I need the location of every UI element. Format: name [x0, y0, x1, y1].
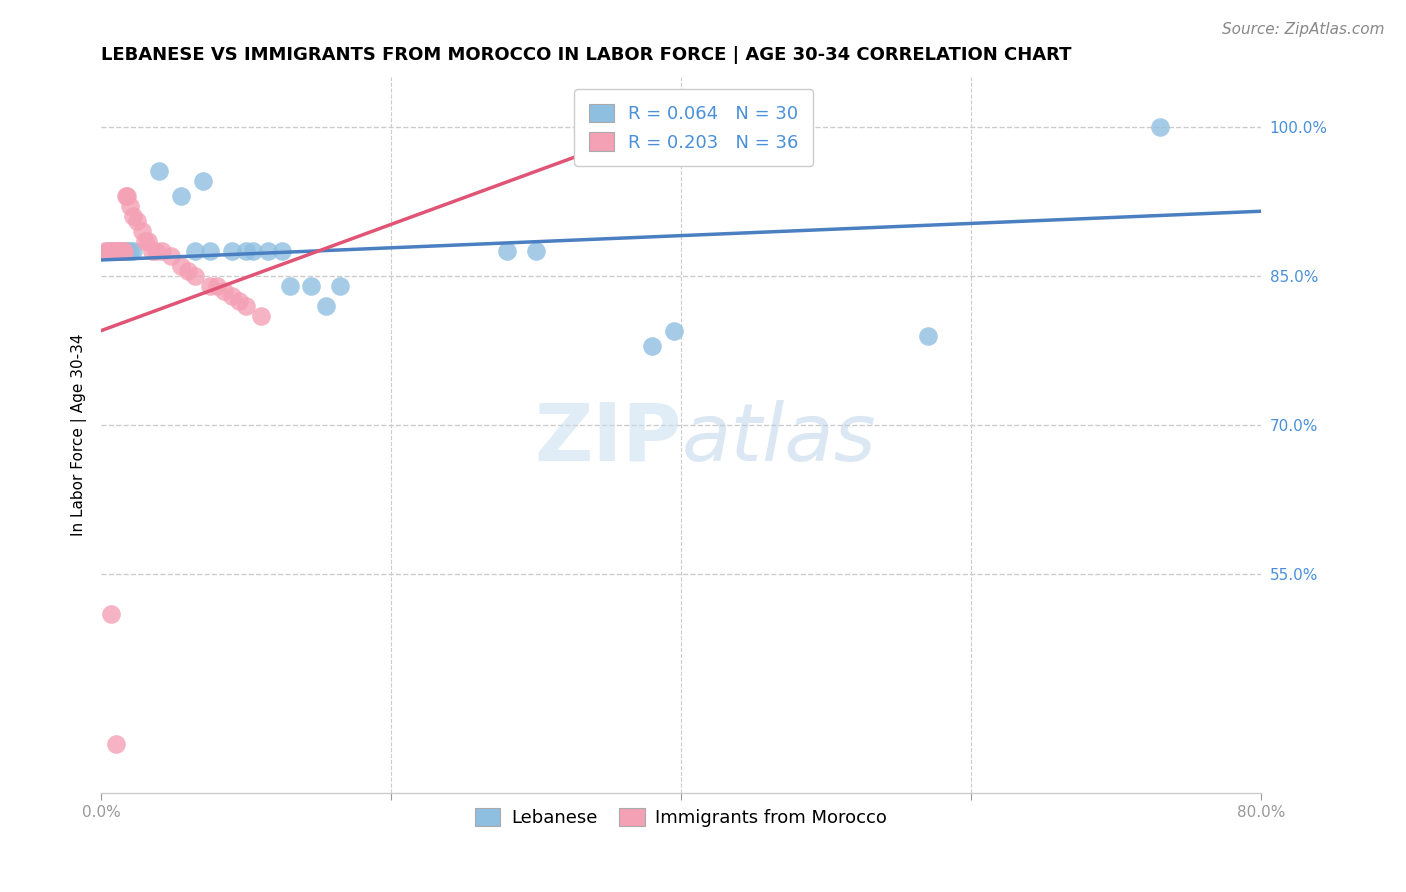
Point [249, 309, 271, 323]
Point [278, 278, 301, 293]
Point [100, 607, 122, 622]
Point [115, 244, 138, 258]
Point [235, 244, 257, 258]
Point [114, 189, 136, 203]
Text: Source: ZipAtlas.com: Source: ZipAtlas.com [1222, 22, 1385, 37]
Point [97, 244, 120, 258]
Point [205, 278, 228, 293]
Point [141, 244, 163, 258]
Point [101, 244, 124, 258]
Point [103, 244, 125, 258]
Text: atlas: atlas [682, 400, 876, 478]
Point [114, 244, 136, 258]
Point [115, 189, 138, 203]
Point [112, 244, 135, 258]
Point [917, 328, 939, 343]
Point [170, 259, 193, 273]
Point [127, 214, 149, 228]
Point [198, 278, 221, 293]
Point [235, 299, 257, 313]
Point [100, 244, 122, 258]
Point [221, 244, 243, 258]
Point [496, 244, 519, 258]
Point [228, 293, 250, 308]
Point [1149, 120, 1171, 134]
Point [104, 737, 127, 751]
Point [110, 244, 132, 258]
Point [120, 199, 142, 213]
Text: ZIP: ZIP [534, 400, 682, 478]
Point [110, 244, 132, 258]
Point [641, 338, 664, 352]
Point [111, 244, 134, 258]
Point [94, 244, 117, 258]
Point [329, 278, 352, 293]
Point [120, 244, 142, 258]
Y-axis label: In Labor Force | Age 30-34: In Labor Force | Age 30-34 [72, 334, 87, 536]
Point [184, 244, 207, 258]
Point [150, 244, 173, 258]
Point [177, 264, 200, 278]
Point [662, 324, 685, 338]
Point [131, 224, 153, 238]
Point [104, 244, 127, 258]
Text: LEBANESE VS IMMIGRANTS FROM MOROCCO IN LABOR FORCE | AGE 30-34 CORRELATION CHART: LEBANESE VS IMMIGRANTS FROM MOROCCO IN L… [101, 46, 1071, 64]
Point [198, 244, 221, 258]
Point [524, 244, 547, 258]
Point [214, 284, 236, 298]
Point [221, 289, 243, 303]
Point [170, 189, 193, 203]
Point [136, 234, 159, 248]
Point [184, 268, 207, 283]
Point [122, 209, 145, 223]
Point [134, 234, 156, 248]
Point [159, 249, 181, 263]
Point [271, 244, 294, 258]
Point [108, 244, 131, 258]
Point [104, 244, 127, 258]
Point [191, 174, 214, 188]
Point [145, 244, 167, 258]
Point [105, 244, 128, 258]
Point [101, 244, 124, 258]
Point [257, 244, 280, 258]
Point [122, 244, 145, 258]
Point [299, 278, 322, 293]
Point [315, 299, 337, 313]
Point [107, 244, 129, 258]
Point [148, 164, 170, 178]
Legend: Lebanese, Immigrants from Morocco: Lebanese, Immigrants from Morocco [468, 801, 894, 835]
Point [242, 244, 264, 258]
Point [107, 244, 129, 258]
Point [97, 244, 120, 258]
Point [111, 244, 134, 258]
